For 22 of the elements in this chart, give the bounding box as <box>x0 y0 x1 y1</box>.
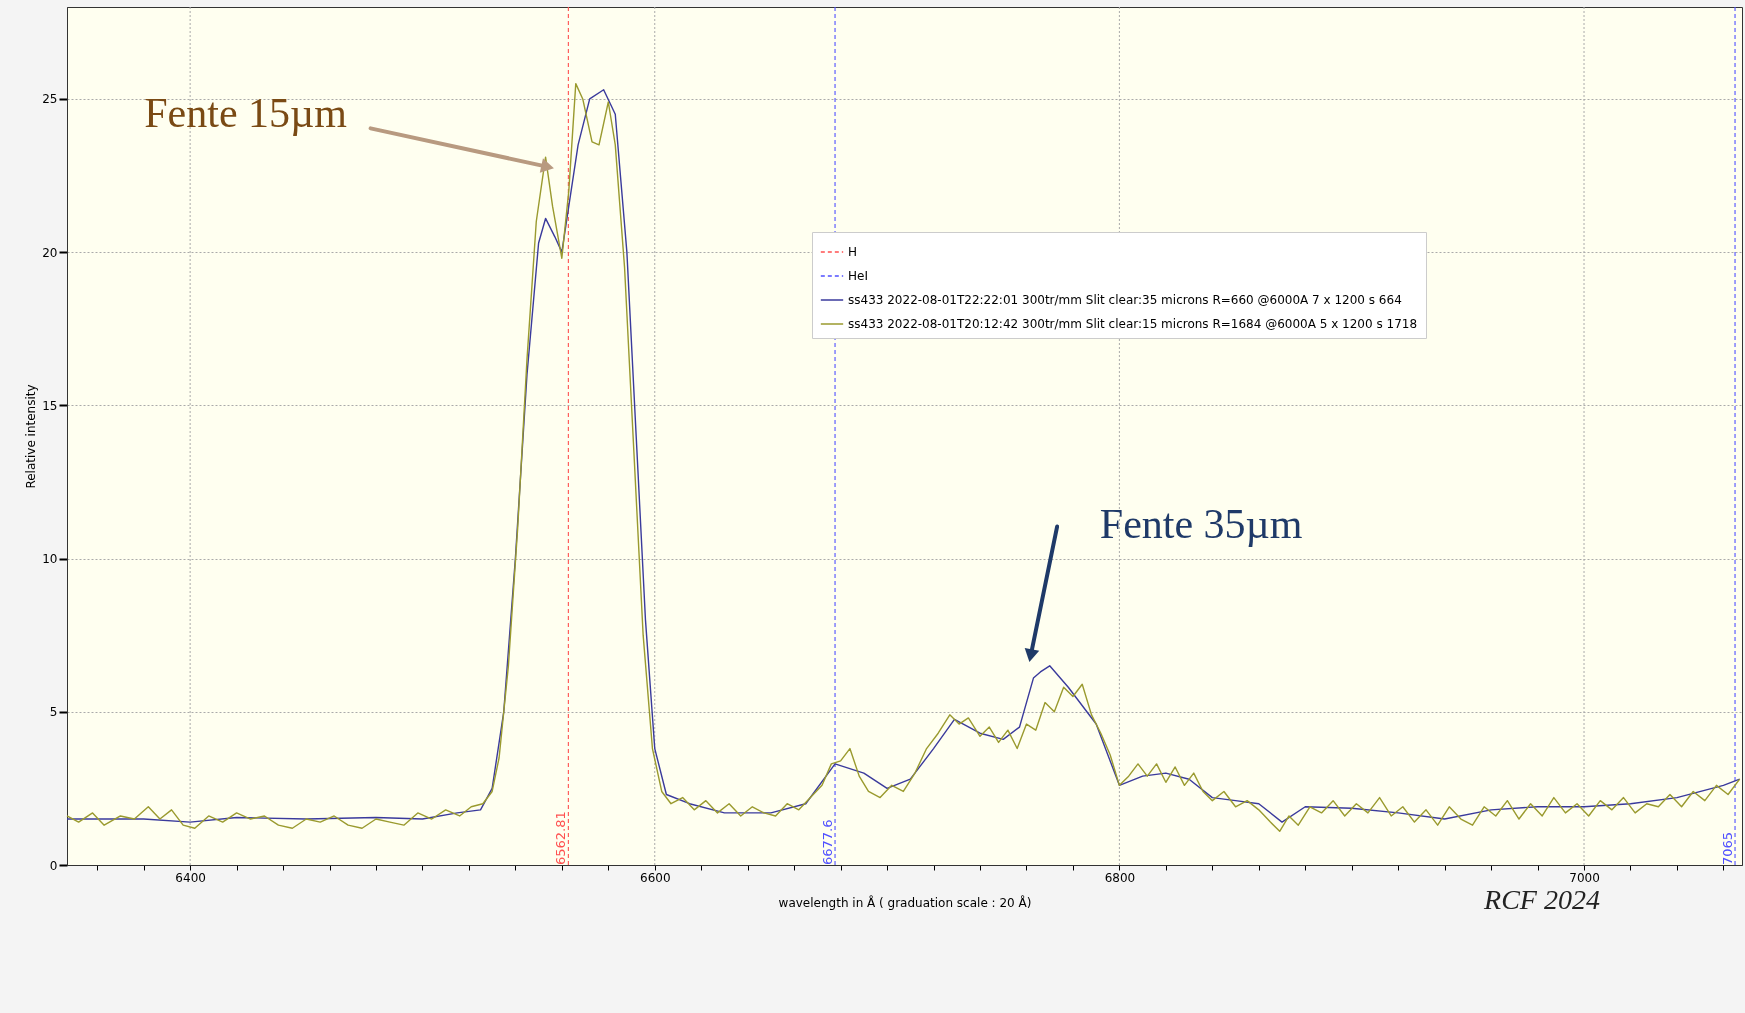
x-tick-label: 6400 <box>175 870 206 885</box>
y-tick-label: 10 <box>42 552 58 567</box>
y-tick-label: 5 <box>49 705 58 720</box>
annotation: Fente 35µm <box>1099 500 1303 547</box>
x-tick-label: 6800 <box>1104 870 1136 885</box>
x-tick-label: 6600 <box>639 870 671 885</box>
y-tick-label: 0 <box>49 858 58 873</box>
y-tick-label: 25 <box>42 92 58 107</box>
annotation: 6562.81 <box>553 811 569 865</box>
annotation: 7065 <box>1720 831 1736 865</box>
y-tick-label: 20 <box>42 245 58 260</box>
y-axis-title: Relative intensity <box>24 384 39 489</box>
legend-label: ss433 2022-08-01T20:12:42 300tr/mm Slit clear:15 microns R=1684 @6000A 5 x 1200 s 1718 <box>848 317 1418 331</box>
legend-label: H <box>848 245 858 259</box>
text: RCF 2024 <box>1483 884 1600 915</box>
y-tick-label: 15 <box>42 398 58 413</box>
annotation: 6677.6 <box>820 819 836 865</box>
x-axis-title: wavelength in Å ( graduation scale : 20 Å) <box>778 894 1032 910</box>
annotation: Fente 15µm <box>144 90 348 137</box>
legend-label: HeI <box>848 269 868 283</box>
x-tick-label: 7000 <box>1569 870 1600 885</box>
legend-label: ss433 2022-08-01T22:22:01 300tr/mm Slit clear:35 microns R=660 @6000A 7 x 1200 s 664 <box>848 293 1402 307</box>
